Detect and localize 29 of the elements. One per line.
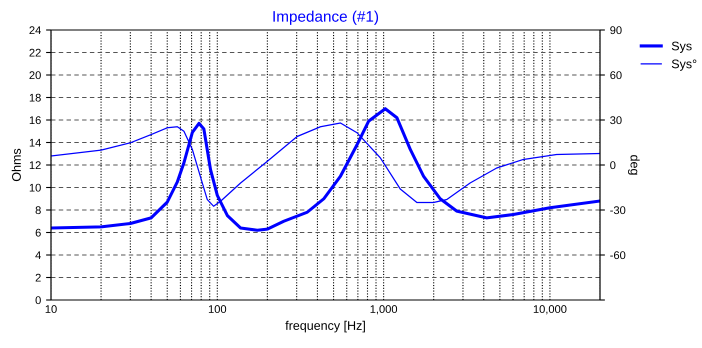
y-tick-label: 10 — [30, 184, 41, 192]
y2-tick-label: -30 — [610, 206, 626, 214]
chart-title: Impedance (#1) — [273, 10, 378, 25]
y2-tick-label: 30 — [610, 116, 622, 124]
x-tick-label: 10 — [46, 305, 57, 314]
y-tick-label: 20 — [29, 71, 41, 80]
y2-tick-label: 60 — [610, 71, 622, 80]
y-tick-label: 18 — [30, 94, 41, 102]
y-tick-label: 14 — [30, 138, 41, 147]
y-tick-label: 24 — [29, 26, 41, 34]
legend-label: Sys — [672, 42, 692, 53]
y-tick-label: 16 — [30, 116, 41, 124]
y-tick-label: 22 — [29, 48, 41, 57]
y-tick-label: 4 — [35, 251, 41, 260]
y2-axis-title: deg — [628, 155, 640, 175]
y2-tick-label: -60 — [610, 251, 626, 260]
y-tick-label: 0 — [36, 296, 41, 304]
y-tick-label: 8 — [36, 206, 41, 214]
y2-tick-label: 0 — [610, 161, 616, 170]
y-tick-label: 6 — [36, 228, 41, 237]
y-tick-label: 12 — [30, 161, 41, 170]
x-tick-label: 100 — [208, 305, 226, 314]
legend-label: Sys° — [672, 59, 696, 71]
y2-tick-label: 90 — [610, 26, 622, 34]
y-tick-label: 2 — [36, 274, 41, 282]
y-axis-title: Ohms — [12, 148, 21, 182]
x-tick-label: 10,000 — [534, 305, 566, 314]
x-axis-title: frequency [Hz] — [285, 320, 365, 332]
x-tick-label: 1,000 — [370, 305, 398, 314]
